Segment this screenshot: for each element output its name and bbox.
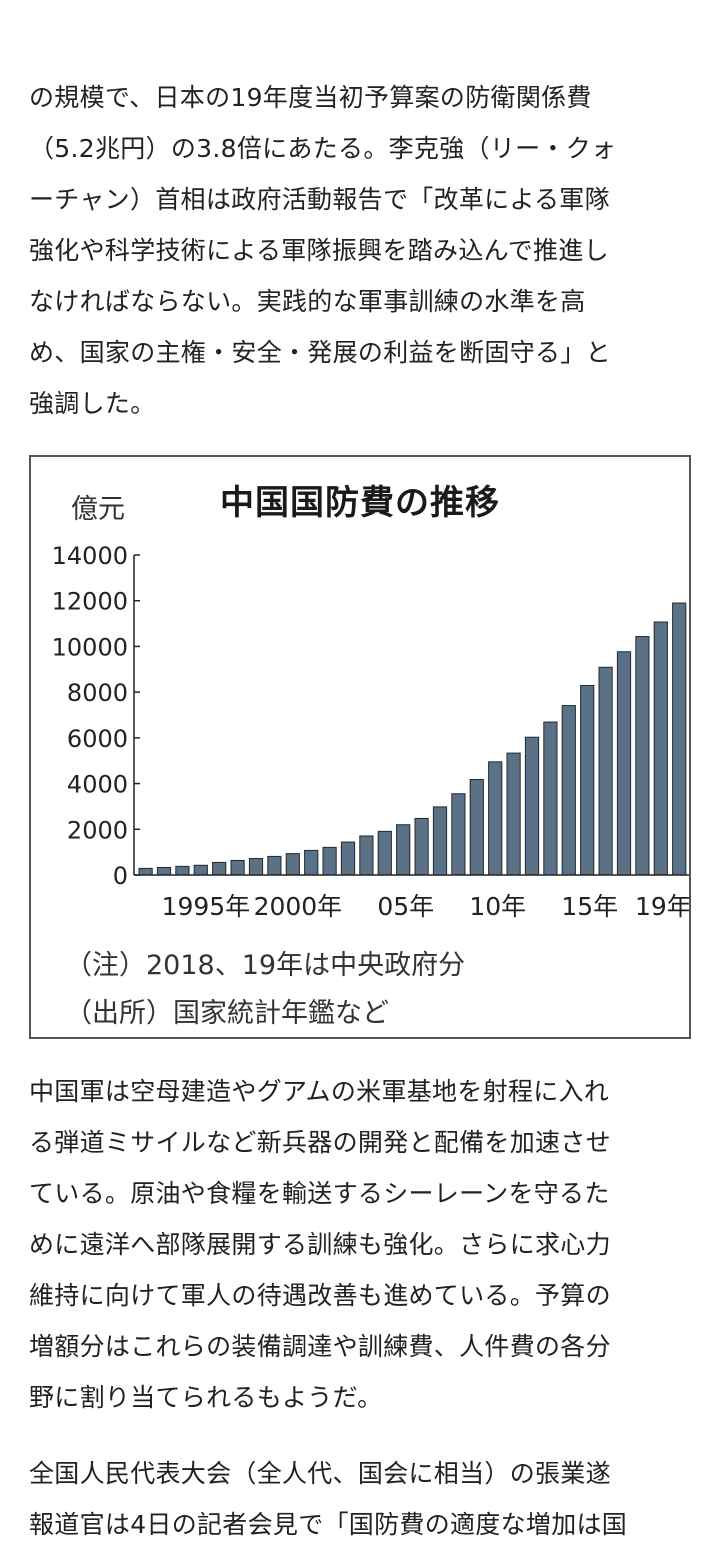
bar-1992: [175, 865, 190, 876]
bar-2003: [377, 830, 392, 876]
chart-source: （出所）国家統計年鑑など: [65, 998, 389, 1029]
y-tick-label: 6000: [67, 725, 128, 753]
article-line: ている。原油や食糧を輸送するシーレーンを守るた: [29, 1179, 610, 1208]
bar-2014: [580, 685, 595, 876]
article-line: の規模で、日本の19年度当初予算案の防衛関係費: [29, 83, 592, 112]
bar-2005: [414, 817, 429, 876]
y-tick-label: 12000: [52, 588, 128, 616]
y-tick-label: 8000: [67, 679, 128, 707]
bar-2019: [672, 602, 687, 876]
y-tick-label: 14000: [52, 542, 128, 570]
article-paragraph-1: の規模で、日本の19年度当初予算案の防衛関係費 （5.2兆円）の3.8倍にあたる。…: [29, 72, 689, 429]
bar-2017: [635, 636, 650, 876]
article-line: めに遠洋へ部隊展開する訓練も強化。さらに求心力: [29, 1230, 611, 1259]
article-line: 中国軍は空母建造やグアムの米軍基地を射程に入れ: [29, 1077, 610, 1106]
article-line: 維持に向けて軍人の待遇改善も進めている。予算の: [29, 1281, 611, 1310]
article-line: 強化や科学技術による軍隊振興を踏み込んで推進し: [29, 236, 609, 265]
x-tick-label: 1995年: [162, 892, 251, 921]
bar-2007: [451, 793, 466, 876]
bar-2004: [396, 824, 411, 876]
article-paragraph-2: 中国軍は空母建造やグアムの米軍基地を射程に入れ る弾道ミサイルなど新兵器の開発と配…: [29, 1066, 689, 1423]
bar-2010: [506, 752, 521, 876]
article-line: 野に割り当てられるもようだ。: [29, 1383, 383, 1412]
article-line: 強調した。: [29, 389, 156, 418]
bar-2012: [543, 721, 558, 876]
article-line: め、国家の主権・安全・発展の利益を断固守る」と: [29, 338, 611, 367]
y-tick-label: 0: [113, 862, 128, 890]
bar-1995: [230, 859, 245, 876]
article-line: 報道官は4日の記者会見で「国防費の適度な増加は国: [29, 1510, 628, 1539]
bar-1991: [156, 866, 172, 876]
bar-2013: [561, 705, 576, 876]
bar-2018: [653, 621, 668, 876]
bar-1993: [193, 864, 208, 876]
bar-2008: [469, 778, 484, 876]
article-line: る弾道ミサイルなど新兵器の開発と配備を加速させ: [29, 1128, 611, 1157]
x-tick-label: 10年: [469, 892, 526, 921]
article-paragraph-3: 全国人民代表大会（全人代、国会に相当）の張業遂 報道官は4日の記者会見で「国防費の…: [29, 1448, 689, 1550]
chart-title: 中国国防費の推移: [220, 483, 500, 523]
article-line: （5.2兆円）の3.8倍にあたる。李克強（リー・クォ: [29, 134, 617, 163]
bar-2015: [598, 666, 613, 876]
y-tick-label: 4000: [67, 771, 128, 799]
article-line: 全国人民代表大会（全人代、国会に相当）の張業遂: [29, 1459, 611, 1488]
y-tick-label: 2000: [67, 816, 128, 844]
bar-2011: [524, 736, 540, 876]
bar-1990: [138, 867, 153, 876]
article-line: なければならない。実践的な軍事訓練の水準を高: [29, 287, 586, 316]
defense-budget-chart: 億元 中国国防費の推移 0 2000 4000 6000 8000 10000 12000 1…: [29, 455, 691, 1039]
x-tick-label: 19年: [635, 892, 689, 921]
bar-2001: [340, 841, 356, 876]
bar-2009: [488, 761, 503, 876]
y-axis-unit-label: 億元: [71, 494, 125, 525]
bar-2000: [322, 846, 337, 876]
article-line: 増額分はこれらの装備調達や訓練費、人件費の各分: [29, 1332, 611, 1361]
bar-1999: [304, 849, 319, 876]
bar-2002: [359, 835, 374, 876]
bar-2006: [432, 806, 448, 876]
bar-1997: [267, 855, 282, 876]
bar-1996: [248, 858, 264, 876]
x-tick-label: 05年: [377, 892, 434, 921]
bar-1994: [212, 861, 227, 876]
x-tick-label: 15年: [561, 892, 618, 921]
x-tick-label: 2000年: [254, 892, 343, 921]
chart-note: （注）2018、19年は中央政府分: [65, 950, 466, 981]
chart-plot: 0 2000 4000 6000 8000 10000 12000 14000 1995年 200…: [52, 542, 689, 921]
article-line: ーチャン）首相は政府活動報告で「改革による軍隊: [29, 185, 610, 214]
bar-2016: [616, 651, 632, 876]
bar-1998: [285, 853, 300, 876]
y-tick-label: 10000: [52, 633, 128, 661]
